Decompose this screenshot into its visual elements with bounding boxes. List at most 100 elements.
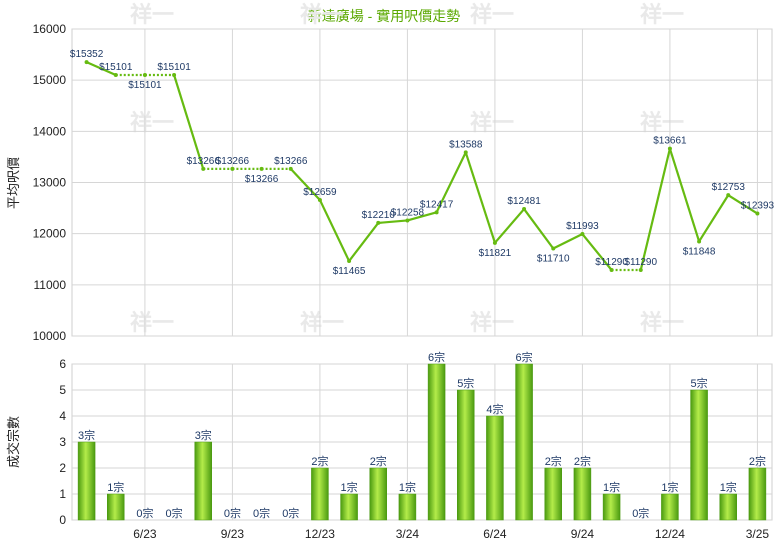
x-tick-label: 6/24 — [483, 527, 507, 541]
volume-y-ticks: 6 5 4 3 2 1 0 — [59, 357, 66, 527]
volume-bar-label: 1宗 — [603, 480, 620, 494]
price-point — [463, 150, 468, 155]
volume-bar — [602, 493, 621, 521]
volume-bar-label: 3宗 — [78, 428, 95, 442]
price-point — [434, 210, 439, 215]
price-labels: $15352$15101$15101$15101$13266$13266$132… — [70, 49, 775, 277]
price-point — [347, 259, 352, 264]
volume-bar — [457, 389, 475, 521]
watermark-text: 祥一 — [640, 2, 684, 27]
watermark-text: 祥一 — [130, 2, 174, 27]
price-data-label: $13588 — [449, 139, 483, 150]
x-axis-ticks: 6/23 9/23 12/23 3/24 6/24 9/24 12/24 3/25 — [133, 527, 769, 541]
price-data-label: $12258 — [391, 207, 425, 218]
price-line-segment — [494, 208, 525, 244]
volume-bar — [486, 415, 504, 521]
volume-bar — [573, 467, 592, 521]
volume-tick-label: 0 — [59, 513, 66, 527]
price-line-segment — [581, 233, 613, 271]
price-line-segment — [407, 211, 437, 222]
volume-bar-label: 5宗 — [457, 376, 474, 390]
price-point — [492, 240, 497, 245]
watermark-text: 祥一 — [300, 310, 344, 335]
volume-bar — [398, 493, 417, 521]
price-line-segment — [552, 233, 583, 250]
volume-bar — [427, 363, 446, 521]
price-point — [522, 207, 527, 212]
price-point — [697, 239, 702, 244]
price-tick-label: 13000 — [33, 176, 67, 190]
x-tick-label: 12/24 — [655, 527, 685, 541]
watermark-text: 祥一 — [300, 2, 344, 27]
price-data-label: $11993 — [566, 221, 599, 232]
volume-bar-label: 5宗 — [691, 376, 708, 390]
price-line-segment — [318, 199, 351, 262]
price-data-label: $12393 — [741, 201, 775, 212]
volume-bar — [77, 441, 96, 521]
price-point — [259, 166, 264, 171]
price-data-label: $13266 — [187, 156, 221, 167]
volume-bar — [544, 467, 562, 521]
volume-bar-label: 3宗 — [195, 428, 212, 442]
volume-bar-label: 0宗 — [166, 506, 183, 520]
volume-bar — [340, 493, 358, 521]
price-data-label: $15101 — [128, 80, 162, 91]
price-data-label: $12481 — [507, 196, 541, 207]
volume-bar — [661, 493, 679, 521]
x-tick-label: 3/24 — [396, 527, 420, 541]
price-point — [609, 267, 614, 272]
price-line-segment — [668, 148, 701, 242]
price-tick-label: 12000 — [33, 227, 67, 241]
volume-bar — [311, 467, 329, 521]
price-line-segment — [464, 152, 496, 244]
price-line-segment — [289, 168, 321, 201]
price-point — [580, 232, 585, 237]
volume-bar — [719, 493, 737, 521]
price-point — [638, 267, 643, 272]
x-tick-label: 3/25 — [746, 527, 770, 541]
price-data-label: $11710 — [537, 254, 570, 265]
price-point — [84, 60, 89, 65]
price-y-axis-label: 平均呎價 — [6, 157, 21, 209]
price-line — [84, 60, 760, 272]
volume-bar — [690, 389, 708, 521]
volume-bar-label: 1宗 — [107, 480, 124, 494]
price-point — [142, 72, 147, 77]
volume-tick-label: 6 — [59, 357, 66, 371]
price-line-segment — [727, 194, 759, 215]
volume-bar-label: 0宗 — [282, 506, 299, 520]
volume-bars: 3宗 1宗 0宗 0宗 3宗 0宗 0宗 0宗 2宗 1宗 2宗 1宗 6宗 5宗 4宗 6宗 2宗 2宗 1宗 0宗… — [77, 350, 767, 521]
price-tick-label: 14000 — [33, 124, 67, 138]
price-point — [201, 166, 206, 171]
x-tick-label: 6/23 — [133, 527, 157, 541]
price-data-label: $12753 — [712, 182, 746, 193]
price-data-label: $11465 — [333, 266, 366, 277]
price-data-label: $15352 — [70, 49, 104, 60]
price-tick-label: 15000 — [33, 73, 67, 87]
x-tick-label: 12/23 — [305, 527, 335, 541]
volume-bar — [369, 467, 387, 521]
watermark-text: 祥一 — [640, 310, 684, 335]
price-tick-label: 16000 — [33, 22, 67, 36]
volume-bar-label: 0宗 — [224, 506, 241, 520]
price-line-segment — [435, 151, 467, 213]
price-tick-label: 11000 — [34, 278, 67, 292]
volume-tick-label: 5 — [59, 383, 66, 397]
volume-tick-label: 3 — [59, 435, 66, 449]
price-point — [405, 218, 410, 223]
volume-tick-label: 4 — [59, 409, 66, 423]
volume-bar-label: 1宗 — [661, 480, 678, 494]
volume-tick-label: 2 — [59, 461, 66, 475]
price-point — [726, 193, 731, 198]
price-point — [288, 166, 293, 171]
price-data-label: $12417 — [420, 199, 454, 210]
price-data-label: $11290 — [624, 257, 657, 268]
price-line-segment — [86, 61, 117, 77]
price-tick-label: 10000 — [33, 329, 67, 343]
price-data-label: $15101 — [99, 62, 133, 73]
volume-bar-label: 0宗 — [136, 506, 153, 520]
price-data-label: $13661 — [653, 136, 687, 147]
price-point — [667, 146, 672, 151]
volume-bar-label: 4宗 — [486, 402, 503, 416]
price-line-segment — [173, 74, 205, 170]
